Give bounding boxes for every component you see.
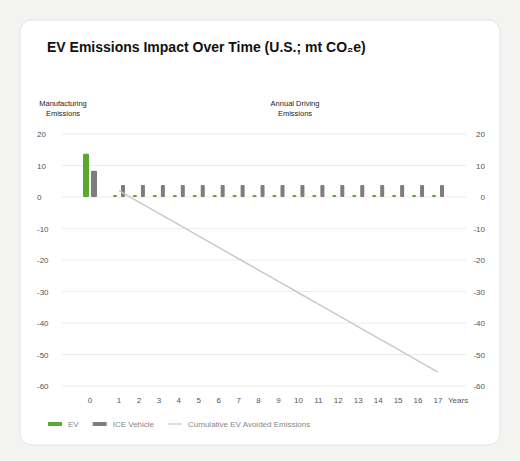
bar [392,195,396,197]
y-tick-label: -40 [37,319,49,328]
bar [161,185,165,197]
y2-tick-label: 10 [476,162,485,171]
bar [281,185,285,197]
bar [360,185,364,197]
y2-tick-label: -60 [473,382,485,391]
legend-label: EV [68,420,79,429]
y2-tick-label: 0 [481,193,486,202]
x-tick-label: 10 [294,396,303,405]
y-tick-label: -60 [37,382,49,391]
bar [91,171,97,197]
x-tick-label: 4 [177,396,182,405]
legend-swatch [93,422,107,426]
y2-tick-label: -10 [473,225,485,234]
bar [173,195,177,197]
bar [320,185,324,197]
annotation-line: Emissions [46,109,80,118]
bar [432,195,436,197]
annotation: ManufacturingEmissions [39,99,87,118]
grid-line [62,386,466,387]
y2-tick-label: -30 [473,288,485,297]
bar [213,195,217,197]
y-tick-label: 0 [37,193,42,202]
x-tick-label: 16 [414,396,423,405]
x-tick-label: 9 [276,396,281,405]
bar [221,185,225,197]
bar [201,185,205,197]
marks [83,154,444,372]
bar [372,195,376,197]
x-tick-label: 7 [236,396,241,405]
bar [261,185,265,197]
grid-line [62,165,466,166]
bar [141,185,145,197]
y-tick-label: -50 [37,351,49,360]
bar [292,195,296,197]
x-tick-label: 8 [256,396,261,405]
bar [352,195,356,197]
y2-tick-label: -40 [473,319,485,328]
bar [233,195,237,197]
bar [412,195,416,197]
bar [300,185,304,197]
x-tick-label: 14 [374,396,383,405]
bar [273,195,277,197]
y-tick-label: 10 [37,162,46,171]
bar [420,185,424,197]
y2-tick-label: -20 [473,256,485,265]
x-tick-label: 15 [394,396,403,405]
x-tick-label: 17 [434,396,443,405]
bar [193,195,197,197]
y-tick-label: -10 [37,225,49,234]
bar [121,185,125,197]
x-tick-label: 13 [354,396,363,405]
grid-line [62,228,466,229]
y2-tick-label: 20 [476,130,485,139]
legend-label: Cumulative EV Avoided Emissions [188,420,310,429]
legend-swatch [168,423,182,424]
x-tick-label: 12 [334,396,343,405]
x-tick-label: 6 [216,396,221,405]
x-tick-label: 0 [88,396,93,405]
x-tick-label: 5 [197,396,202,405]
annotation: Annual DrivingEmissions [271,99,320,118]
bar [253,195,257,197]
grid-line [62,134,466,135]
line [119,191,438,372]
bar [380,185,384,197]
bar [181,185,185,197]
bar [113,195,117,197]
bar [400,185,404,197]
x-tick-label: 3 [157,396,162,405]
grid-line [62,323,466,324]
chart: EV Emissions Impact Over Time (U.S.; mt … [0,0,520,461]
bar [332,195,336,197]
legend-swatch [48,422,62,426]
title: EV Emissions Impact Over Time (U.S.; mt … [47,39,366,55]
grid-line [62,291,466,292]
y2-tick-label: -50 [473,351,485,360]
annotation-line: Annual Driving [271,99,320,108]
bar [312,195,316,197]
card [20,20,500,445]
grid-line [62,260,466,261]
legend-label: ICE Vehicle [113,420,155,429]
bar [340,185,344,197]
bar [133,195,137,197]
x-tick-label: 11 [314,396,323,405]
y-tick-label: -20 [37,256,49,265]
x-tick-label: 2 [137,396,142,405]
bar [440,185,444,197]
x-axis-label: Years [448,396,468,405]
bar [83,154,89,197]
annotation-line: Emissions [278,109,312,118]
y-tick-label: -30 [37,288,49,297]
y-tick-label: 20 [37,130,46,139]
annotation-line: Manufacturing [39,99,87,108]
x-tick-label: 1 [117,396,122,405]
bar [241,185,245,197]
bar [153,195,157,197]
